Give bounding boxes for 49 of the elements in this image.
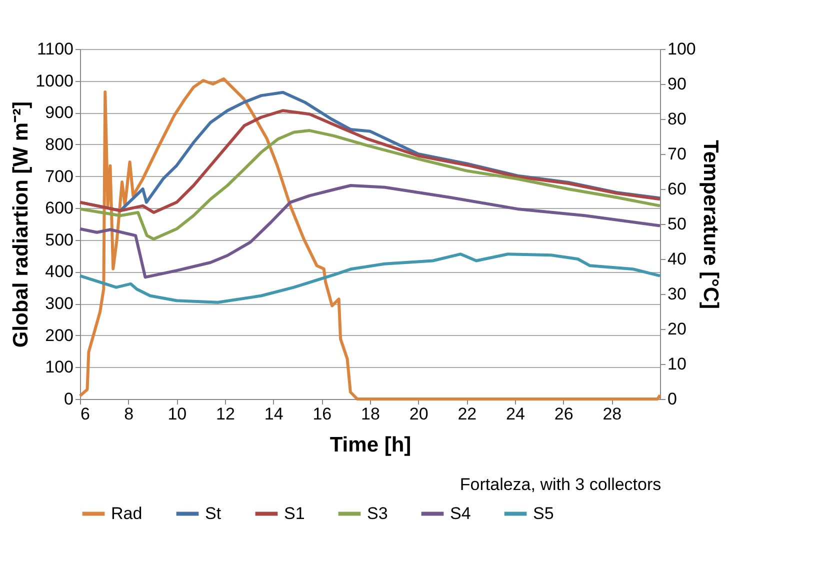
text: Fortaleza, with 3 collectors <box>460 475 662 494</box>
y2-tick-label: 0 <box>668 390 677 408</box>
line-series <box>78 252 662 304</box>
y2-tick-label: 90 <box>668 74 686 94</box>
x-tick-label: 14 <box>264 404 284 424</box>
legend-label: S1 <box>284 504 305 523</box>
x-tick-label: 24 <box>506 404 525 424</box>
line-series <box>78 184 662 279</box>
y2-axis-title: Temperature [°C] <box>698 140 722 310</box>
y-tick-label: 800 <box>45 134 74 154</box>
x-tick-label: 16 <box>312 404 332 424</box>
legend-label: S5 <box>533 504 554 523</box>
y2-tick-label: 60 <box>668 180 686 198</box>
x-tick-label: 8 <box>124 404 134 424</box>
y-tick-label: 100 <box>45 358 74 377</box>
y-tick-label: 200 <box>45 326 74 345</box>
x-tick-label: 12 <box>216 404 235 424</box>
y2-tick-label: 50 <box>668 214 686 234</box>
x-tick-label: 6 <box>80 404 90 424</box>
legend-label: S4 <box>450 504 471 523</box>
y2-tick-label: 30 <box>668 284 686 304</box>
y2-tick-label: 70 <box>668 144 686 164</box>
y-tick-label: 300 <box>45 294 74 314</box>
y2-tick-label: 10 <box>668 354 686 374</box>
x-tick-label: 18 <box>361 404 380 424</box>
y-tick-label: 1000 <box>36 71 74 90</box>
y2-tick-label: 100 <box>668 40 696 58</box>
y-tick-label: 400 <box>45 262 74 282</box>
x-tick-label: 26 <box>554 404 574 424</box>
x-tick-label: 10 <box>168 404 187 424</box>
legend-label: S3 <box>367 504 388 523</box>
legend-label: Rad <box>111 504 142 523</box>
x-axis-title: Time [h] <box>330 434 412 456</box>
line-series <box>78 109 662 214</box>
y2-tick-label: 20 <box>668 320 686 338</box>
y-tick-label: 500 <box>45 230 74 250</box>
line-series <box>78 129 662 241</box>
y2-tick-label: 40 <box>668 250 686 268</box>
y-axis-title: Global radiartion [W m⁻²] <box>10 101 33 348</box>
x-tick-label: 22 <box>458 404 477 424</box>
y2-tick-label: 80 <box>668 110 686 128</box>
y-tick-label: 0 <box>64 390 74 408</box>
y-tick-label: 700 <box>45 166 74 186</box>
x-tick-label: 20 <box>409 404 428 424</box>
legend-label: St <box>205 504 222 523</box>
y-tick-label: 1100 <box>36 40 74 58</box>
x-tick-label: 28 <box>602 404 622 424</box>
y-tick-label: 900 <box>45 103 74 122</box>
y-tick-label: 600 <box>45 198 74 218</box>
